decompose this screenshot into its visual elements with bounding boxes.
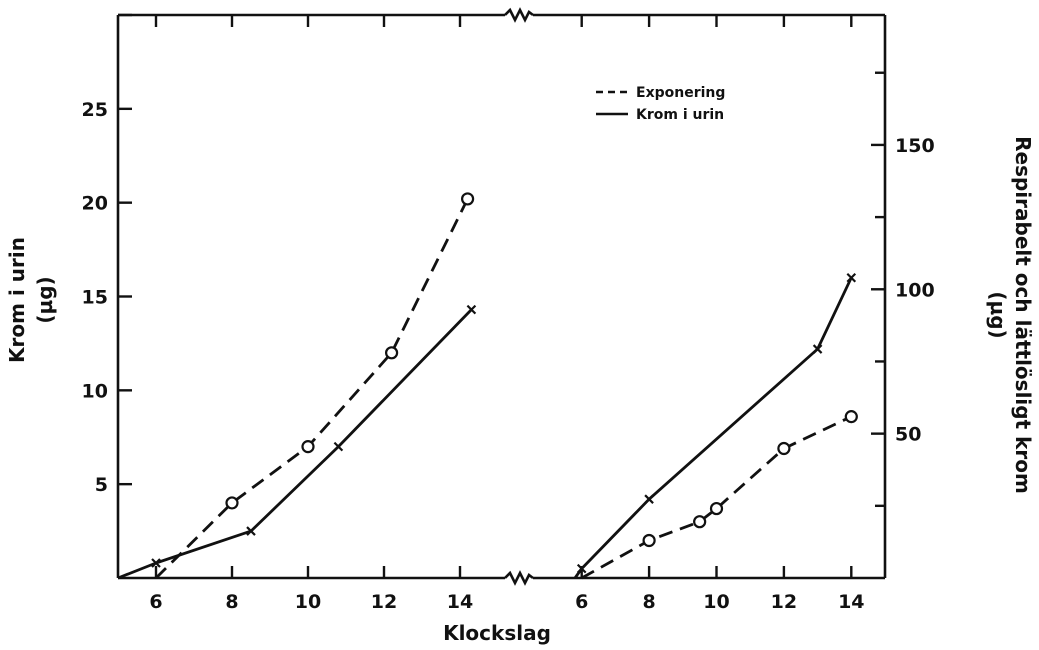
data-point-exponering bbox=[693, 515, 707, 529]
x-tick-label: 14 bbox=[838, 591, 864, 613]
data-point-krom-i-urin bbox=[246, 526, 256, 536]
y-tick-label-right: 100 bbox=[895, 279, 935, 301]
x-axis-title: Klockslag bbox=[443, 621, 551, 645]
y-tick-label-left: 15 bbox=[82, 287, 108, 309]
data-point-krom-i-urin bbox=[576, 563, 587, 574]
y-axis-right-title-line1: Respirabelt och lättlösligt krom bbox=[1011, 136, 1035, 494]
axis-ticks: 6 8 10 12 14 6 8 10 12 14 5 10 15 20 25 50 100 150 bbox=[82, 13, 935, 613]
y-tick-label-right: 50 bbox=[895, 424, 921, 446]
legend-label-exponering: Exponering bbox=[636, 85, 725, 101]
data-point-exponering bbox=[642, 533, 656, 548]
data-point-exponering bbox=[225, 496, 239, 510]
data-point-exponering bbox=[777, 441, 791, 456]
x-tick-label: 12 bbox=[371, 591, 397, 613]
y-axis-right-title-line2: (µg) bbox=[986, 291, 1010, 338]
series-line-krom-i-urin bbox=[117, 308, 473, 580]
axis-break-top bbox=[504, 7, 534, 23]
data-point-krom-i-urin bbox=[846, 272, 857, 283]
data-point-exponering bbox=[301, 440, 315, 454]
y-tick-label-left: 10 bbox=[82, 380, 108, 402]
legend-label-krom-i-urin: Krom i urin bbox=[636, 107, 724, 123]
data-point-exponering bbox=[385, 346, 399, 360]
x-tick-label: 6 bbox=[575, 591, 588, 613]
x-tick-label: 8 bbox=[642, 591, 655, 613]
data-point-krom-i-urin bbox=[333, 441, 344, 452]
data-point-krom-i-urin bbox=[151, 558, 161, 568]
y-axis-left-title-line1: Krom i urin bbox=[5, 237, 29, 363]
x-tick-label: 12 bbox=[771, 591, 797, 613]
y-tick-label-left: 25 bbox=[82, 99, 108, 121]
y-tick-label-left: 5 bbox=[95, 474, 108, 496]
series-line-exponering bbox=[155, 198, 469, 579]
x-tick-label: 8 bbox=[225, 591, 238, 613]
data-point-exponering bbox=[461, 192, 475, 206]
data-point-krom-i-urin bbox=[466, 304, 477, 315]
data-point-krom-i-urin bbox=[644, 494, 654, 504]
legend: Exponering Krom i urin bbox=[596, 85, 725, 123]
data-point-exponering bbox=[844, 410, 858, 424]
x-tick-label: 10 bbox=[703, 591, 729, 613]
x-tick-label: 6 bbox=[149, 591, 162, 613]
x-tick-label: 10 bbox=[295, 591, 321, 613]
y-tick-label-right: 150 bbox=[895, 135, 935, 157]
x-tick-label: 14 bbox=[447, 591, 473, 613]
data-point-krom-i-urin bbox=[812, 344, 823, 354]
series-line-exponering bbox=[581, 415, 852, 580]
series-line-krom-i-urin bbox=[573, 277, 853, 579]
series-layer bbox=[117, 192, 858, 580]
data-point-exponering bbox=[709, 501, 724, 516]
y-tick-label-left: 20 bbox=[82, 193, 108, 215]
y-axis-left-title-line2: (µg) bbox=[33, 276, 57, 323]
axis-break-bottom bbox=[504, 570, 534, 586]
